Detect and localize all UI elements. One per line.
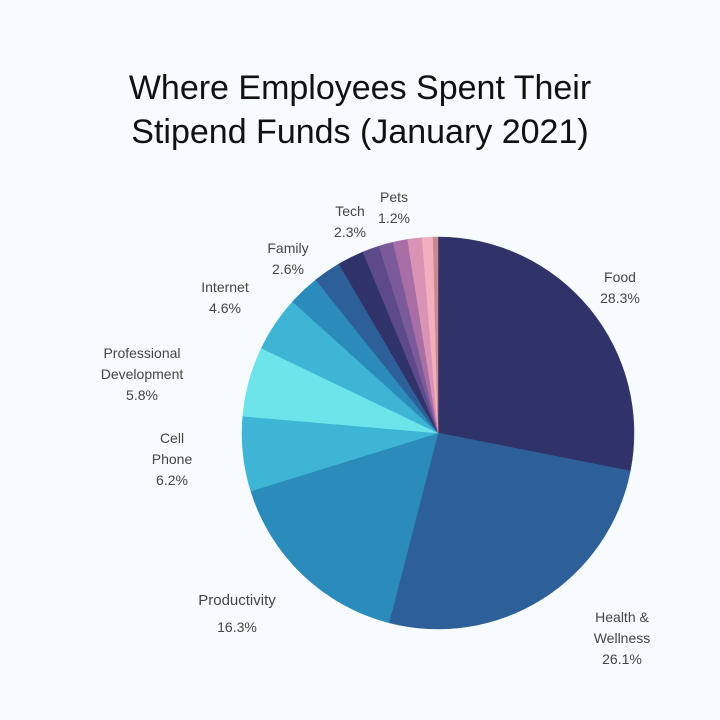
- label-health-name-2: Wellness: [593, 630, 651, 646]
- label-food-name: Food: [604, 269, 636, 285]
- label-productivity-pct: 16.3%: [217, 619, 257, 635]
- label-cell-pct: 6.2%: [156, 472, 188, 488]
- label-internet: Internet 4.6%: [190, 277, 260, 319]
- label-family: Family 2.6%: [256, 238, 320, 280]
- label-tech-pct: 2.3%: [334, 224, 366, 240]
- label-pets: Pets 1.2%: [366, 187, 422, 229]
- label-professional-development: Professional Development 5.8%: [72, 343, 212, 406]
- pie-slice-productivity: [250, 432, 439, 624]
- chart-title-line-1: Where Employees Spent Their: [128, 69, 592, 107]
- pie-slice-unlabeled-14: [432, 236, 439, 434]
- label-productivity-name: Productivity: [198, 592, 276, 609]
- chart-title: Where Employees Spent Their Stipend Fund…: [0, 66, 720, 154]
- label-cell-phone: Cell Phone 6.2%: [142, 428, 202, 491]
- label-health-wellness: Health & Wellness 26.1%: [572, 607, 672, 670]
- label-food-pct: 28.3%: [600, 290, 640, 306]
- label-family-pct: 2.6%: [272, 261, 304, 277]
- label-tech: Tech 2.3%: [322, 201, 378, 243]
- label-cell-name-1: Cell: [159, 430, 185, 446]
- label-family-name: Family: [267, 240, 309, 256]
- label-internet-pct: 4.6%: [209, 300, 241, 316]
- label-food: Food 28.3%: [590, 267, 650, 309]
- label-health-name-1: Health &: [595, 609, 649, 625]
- chart-title-line-2: Stipend Funds (January 2021): [131, 113, 589, 151]
- label-cell-name-2: Phone: [151, 451, 193, 467]
- label-profdev-name-1: Professional: [103, 345, 181, 361]
- label-pets-pct: 1.2%: [378, 210, 410, 226]
- label-pets-name: Pets: [379, 189, 408, 205]
- label-tech-name: Tech: [335, 203, 365, 219]
- pie-slice-health-wellness: [388, 432, 631, 630]
- label-profdev-name-2: Development: [100, 366, 184, 382]
- label-profdev-pct: 5.8%: [126, 387, 158, 403]
- label-health-pct: 26.1%: [602, 651, 642, 667]
- label-productivity: Productivity 16.3%: [182, 590, 292, 638]
- label-internet-name: Internet: [201, 279, 249, 295]
- pie-slice-food: [437, 236, 635, 472]
